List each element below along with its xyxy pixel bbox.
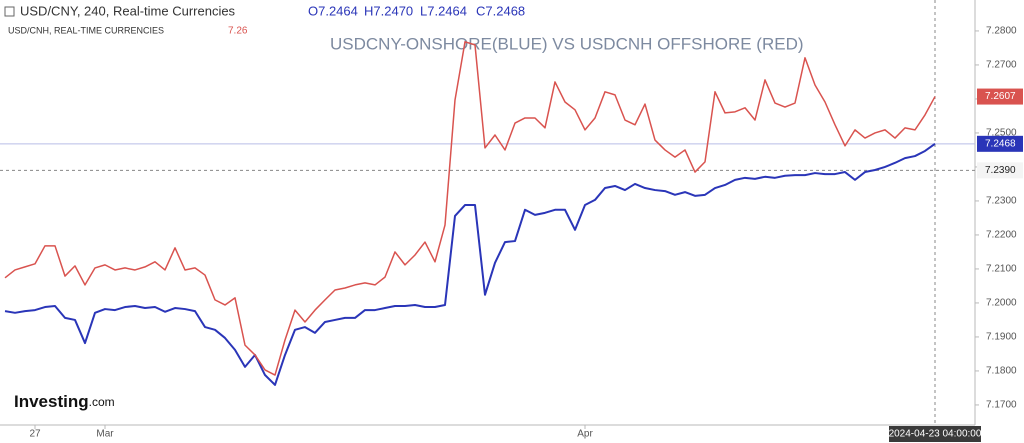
crosshair-date: 2024-04-23 04:00:00 [889, 429, 982, 440]
y-tick-label: 7.2700 [986, 60, 1017, 71]
collapse-icon[interactable] [4, 6, 15, 17]
price-badge [977, 135, 1023, 152]
y-tick-label: 7.2000 [986, 298, 1017, 309]
crosshair-badge [977, 162, 1023, 179]
crosshair-date-badge [889, 426, 981, 442]
legend-second-value: 7.26 [228, 26, 248, 37]
y-tick-label: 7.1800 [986, 366, 1017, 377]
series-line [4, 41, 936, 376]
ohlc-value: H7.2470 [364, 3, 413, 18]
logo: Investing.com [14, 392, 115, 411]
x-tick-label: Apr [577, 429, 593, 440]
y-tick-label: 7.2500 [986, 128, 1017, 139]
y-tick-label: 7.2800 [986, 26, 1017, 37]
price-badge [977, 88, 1023, 105]
logo-suffix: .com [89, 395, 115, 409]
x-tick-label: 27 [29, 429, 41, 440]
legend-second: USD/CNH, REAL-TIME CURRENCIES [8, 25, 164, 35]
chart-title: USDCNY-ONSHORE(BLUE) VS USDCNH OFFSHORE … [330, 34, 804, 53]
ohlc-value: C7.2468 [476, 3, 525, 18]
y-tick-label: 7.1900 [986, 332, 1017, 343]
price-badge-label: 7.2468 [985, 138, 1016, 149]
ohlc-value: O7.2464 [308, 3, 358, 18]
y-tick-label: 7.2200 [986, 230, 1017, 241]
y-tick-label: 7.2100 [986, 264, 1017, 275]
crosshair-label: 7.2390 [985, 165, 1016, 176]
series-line [4, 143, 936, 386]
price-badge-label: 7.2607 [985, 91, 1016, 102]
y-tick-label: 7.1700 [986, 400, 1017, 411]
y-tick-label: 7.2300 [986, 196, 1017, 207]
ohlc-value: L7.2464 [420, 3, 467, 18]
x-tick-label: Mar [96, 429, 114, 440]
logo-text: Investing [14, 392, 89, 411]
legend-main: USD/CNY, 240, Real-time Currencies [20, 3, 236, 18]
